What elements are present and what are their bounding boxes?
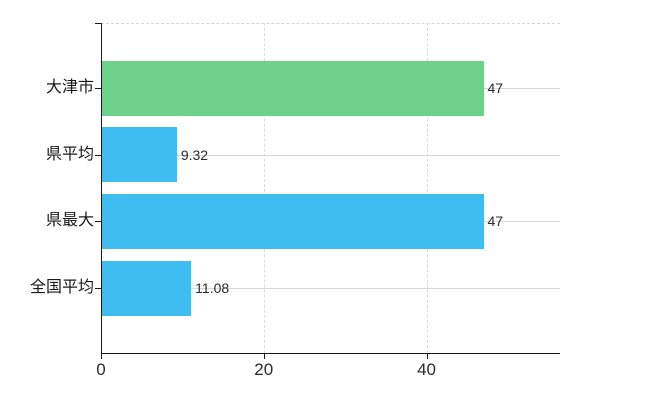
category-label: 大津市 <box>45 79 94 96</box>
x-axis-tick <box>263 353 265 359</box>
y-axis-tick <box>95 221 101 223</box>
vertical-gridline <box>426 23 428 353</box>
vertical-gridline <box>263 23 265 353</box>
category-label: 県平均 <box>45 145 94 163</box>
y-axis-tick <box>95 23 101 24</box>
category-label: 全国平均 <box>29 279 94 296</box>
x-axis-line <box>101 353 560 354</box>
y-axis-tick <box>95 288 101 289</box>
horizontal-gridline <box>101 154 560 156</box>
x-axis-tick <box>101 353 102 359</box>
plot-top-border <box>101 23 560 24</box>
y-axis-tick <box>95 154 101 156</box>
y-axis-line <box>101 23 102 354</box>
bar-大津市 <box>101 60 484 116</box>
y-axis-tick <box>95 88 101 89</box>
x-axis-tick <box>426 353 428 359</box>
bar-value-label: 47 <box>487 213 504 230</box>
bar-県平均 <box>101 127 177 183</box>
bar-全国平均 <box>101 260 192 316</box>
bar-県最大 <box>101 193 484 249</box>
category-label: 県最大 <box>45 212 94 230</box>
horizontal-gridline <box>101 288 560 289</box>
bar-value-label: 47 <box>487 80 504 96</box>
x-axis-tick-label: 0 <box>96 360 106 379</box>
bar-value-label: 9.32 <box>180 146 209 163</box>
x-axis-tick-label: 40 <box>417 360 436 379</box>
bar-value-label: 11.08 <box>195 280 230 296</box>
x-axis-tick-label: 20 <box>254 360 274 379</box>
